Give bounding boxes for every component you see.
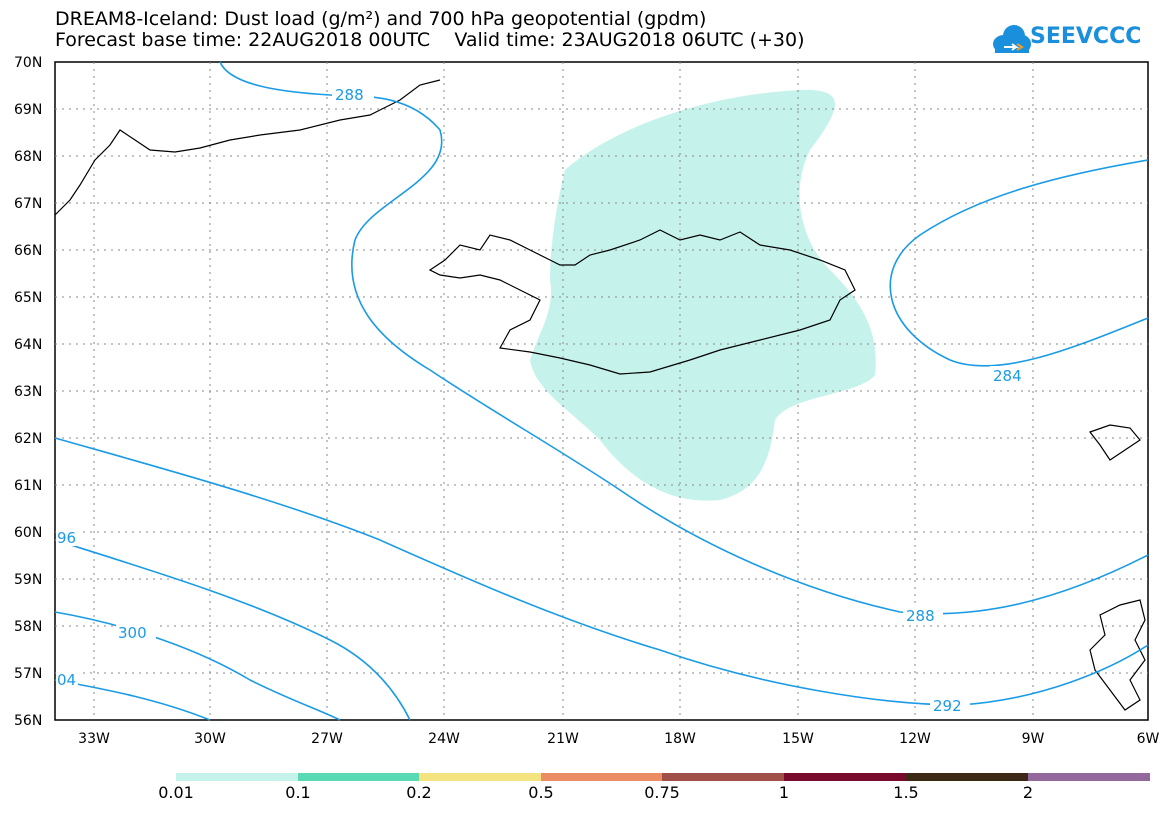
contour-label-300: 300	[118, 624, 147, 642]
lon-label: 21W	[547, 731, 579, 747]
lat-label: 61N	[14, 478, 42, 494]
contour-label-288-south: 288	[906, 607, 935, 625]
lat-label: 69N	[14, 102, 42, 118]
contour-label-284: 284	[993, 367, 1022, 385]
colorbar	[176, 773, 1150, 781]
graticule	[55, 62, 1148, 720]
lon-label: 6W	[1137, 731, 1160, 747]
lat-label: 57N	[14, 666, 42, 682]
contour-284	[889, 159, 1149, 367]
lon-label: 33W	[78, 731, 110, 747]
colorbar-segment	[419, 773, 541, 781]
faroe-coast	[1089, 424, 1141, 461]
lat-label: 60N	[14, 525, 42, 541]
iceland-coast	[428, 229, 856, 375]
lat-label: 67N	[14, 196, 42, 212]
colorbar-label: 0.1	[285, 783, 311, 802]
lat-label: 64N	[14, 337, 42, 353]
dust-load-area	[530, 89, 876, 501]
lon-label: 12W	[899, 731, 931, 747]
colorbar-segment	[298, 773, 419, 781]
lat-label: 70N	[14, 55, 42, 71]
contour-300	[54, 539, 411, 721]
contour-label-292: 292	[933, 697, 962, 715]
lat-label: 59N	[14, 572, 42, 588]
lat-label: 66N	[14, 243, 42, 259]
colorbar-label: 0.2	[406, 783, 432, 802]
lat-label: 63N	[14, 384, 42, 400]
lon-label: 27W	[311, 731, 343, 747]
colorbar-segment	[906, 773, 1028, 781]
lon-label: 9W	[1022, 731, 1045, 747]
lon-label: 15W	[782, 731, 814, 747]
contour-308	[54, 679, 211, 721]
greenland-coast	[54, 79, 441, 216]
logo-text: SEEVCCC	[1030, 24, 1142, 49]
colorbar-segment	[1028, 773, 1150, 781]
contour-label-304: 04	[57, 671, 76, 689]
lon-label: 30W	[194, 731, 226, 747]
lat-label: 68N	[14, 149, 42, 165]
colorbar-label: 1	[778, 783, 790, 802]
lon-label: 24W	[428, 731, 460, 747]
contour-labels: 288 284 96 288 300 292 04	[56, 86, 1030, 715]
lat-label: 65N	[14, 290, 42, 306]
coastlines	[54, 79, 1146, 711]
colorbar-segment	[662, 773, 784, 781]
longitude-labels: 33W 30W 27W 24W 21W 18W 15W 12W 9W 6W	[78, 731, 1159, 747]
colorbar-segment	[541, 773, 662, 781]
colorbar-label: 0.75	[644, 783, 680, 802]
map-title-line1: DREAM8-Iceland: Dust load (g/m²) and 700…	[55, 8, 707, 30]
colorbar-label: 1.5	[893, 783, 919, 802]
lat-label: 58N	[14, 619, 42, 635]
scotland-coast	[1089, 599, 1146, 711]
contour-296	[54, 437, 1149, 706]
map-title-line2: Forecast base time: 22AUG2018 00UTC Vali…	[55, 29, 805, 51]
lon-label: 18W	[664, 731, 696, 747]
colorbar-label: 0.5	[528, 783, 554, 802]
contour-304	[54, 611, 341, 721]
contour-label-296: 96	[57, 529, 76, 547]
lat-label: 56N	[14, 713, 42, 729]
contour-label-288-north: 288	[335, 86, 364, 104]
latitude-labels: 70N 69N 68N 67N 66N 65N 64N 63N 62N 61N …	[14, 55, 42, 729]
seevccc-logo	[993, 25, 1031, 53]
colorbar-label: 0.01	[158, 783, 194, 802]
colorbar-label: 2	[1022, 783, 1034, 802]
cloud-icon	[993, 25, 1031, 53]
lat-label: 62N	[14, 431, 42, 447]
colorbar-segment	[176, 773, 298, 781]
colorbar-segment	[784, 773, 906, 781]
